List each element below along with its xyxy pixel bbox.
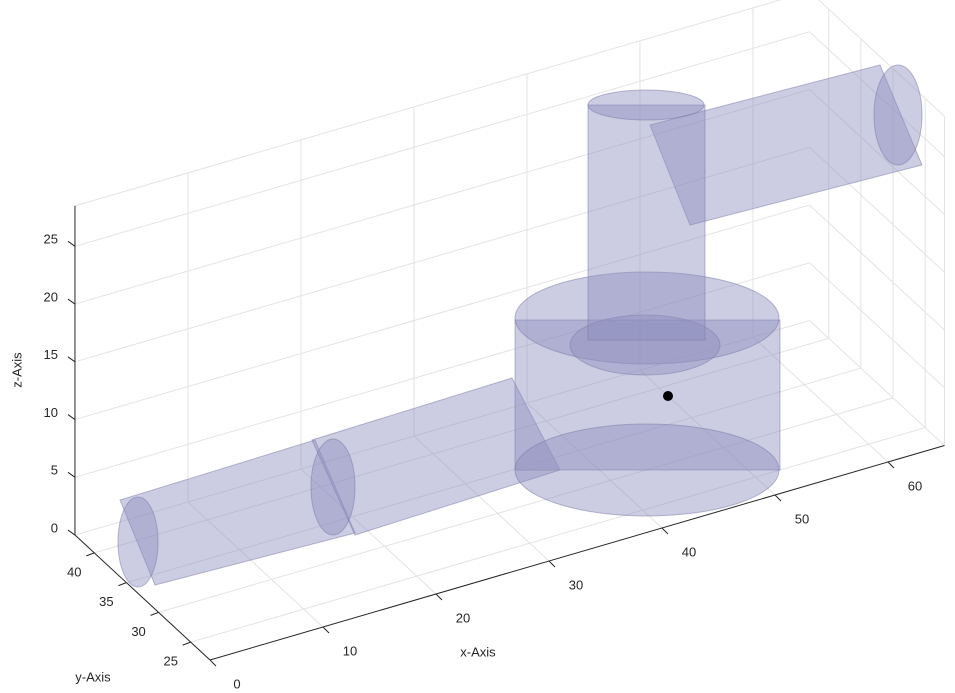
y-tick-label: 35 xyxy=(99,594,113,609)
y-tick xyxy=(86,553,94,556)
x-tick-label: 50 xyxy=(795,511,809,526)
z-tick-label: 0 xyxy=(51,520,58,535)
z-axis-label: z-Axis xyxy=(9,352,24,388)
shaft-right-end xyxy=(874,65,922,165)
y-tick xyxy=(183,642,191,645)
grid-line xyxy=(809,263,944,388)
x-tick-label: 40 xyxy=(682,544,696,559)
column-top xyxy=(588,90,704,120)
z-tick xyxy=(68,299,75,304)
shaft-left-end xyxy=(118,497,158,587)
x-tick-label: 0 xyxy=(233,676,240,691)
z-tick xyxy=(68,415,75,420)
grid-line xyxy=(809,321,944,446)
column xyxy=(588,105,705,340)
x-tick xyxy=(436,594,442,600)
z-tick-label: 25 xyxy=(44,232,58,247)
x-tick xyxy=(662,528,668,534)
chart: 0 10 20 30 40 50 60 25 30 35 40 0 5 10 15 20 25 x-Axis y… xyxy=(0,0,955,693)
grid-line xyxy=(809,205,944,330)
x-tick-label: 30 xyxy=(569,577,583,592)
x-tick-label: 60 xyxy=(908,478,922,493)
x-tick-label: 20 xyxy=(456,610,470,625)
y-axis-label: y-Axis xyxy=(75,669,111,684)
x-tick xyxy=(549,561,555,567)
z-tick xyxy=(68,530,75,535)
x-tick xyxy=(323,627,329,633)
z-tick-label: 5 xyxy=(51,463,58,478)
z-tick xyxy=(68,357,75,362)
y-tick-label: 25 xyxy=(163,654,177,669)
z-tick-label: 20 xyxy=(44,289,58,304)
shaft-middle-end xyxy=(311,439,355,535)
z-tick xyxy=(68,241,75,246)
model xyxy=(118,65,922,587)
y-tick-label: 40 xyxy=(67,564,81,579)
x-tick xyxy=(775,495,781,501)
y-tick xyxy=(118,583,126,586)
x-tick xyxy=(210,660,216,666)
housing-bottom xyxy=(515,424,779,516)
z-tick-label: 10 xyxy=(44,405,58,420)
y-tick-label: 30 xyxy=(131,624,145,639)
x-tick xyxy=(888,462,894,468)
y-tick xyxy=(151,612,159,615)
marker-point xyxy=(663,391,673,401)
z-tick-label: 15 xyxy=(44,347,58,362)
x-axis-label: x-Axis xyxy=(460,644,496,659)
x-tick-label: 10 xyxy=(343,643,357,658)
z-tick xyxy=(68,472,75,477)
